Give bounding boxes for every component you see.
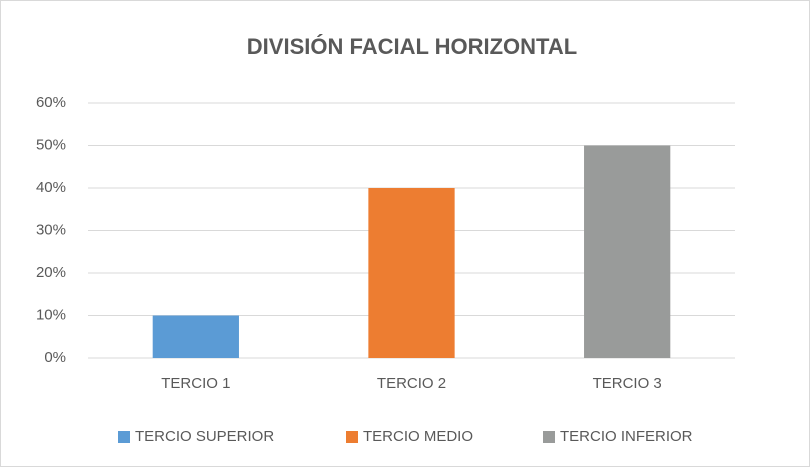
legend-label: TERCIO INFERIOR [560, 428, 693, 445]
bar [152, 315, 239, 358]
x-tick-label: TERCIO 2 [377, 375, 446, 392]
chart-title: DIVISIÓN FACIAL HORIZONTAL [247, 34, 577, 59]
y-tick-label: 50% [36, 136, 66, 153]
y-tick-label: 0% [44, 349, 66, 366]
legend-label: TERCIO SUPERIOR [135, 428, 274, 445]
legend-label: TERCIO MEDIO [363, 428, 473, 445]
bar [368, 188, 455, 358]
y-tick-label: 10% [36, 306, 66, 323]
y-tick-label: 20% [36, 264, 66, 281]
x-tick-label: TERCIO 1 [161, 375, 230, 392]
y-tick-label: 40% [36, 179, 66, 196]
y-tick-label: 60% [36, 94, 66, 111]
y-tick-label: 30% [36, 221, 66, 238]
legend-swatch [118, 431, 130, 443]
legend-swatch [346, 431, 358, 443]
bar [584, 145, 671, 358]
x-tick-label: TERCIO 3 [593, 375, 662, 392]
legend-swatch [543, 431, 555, 443]
